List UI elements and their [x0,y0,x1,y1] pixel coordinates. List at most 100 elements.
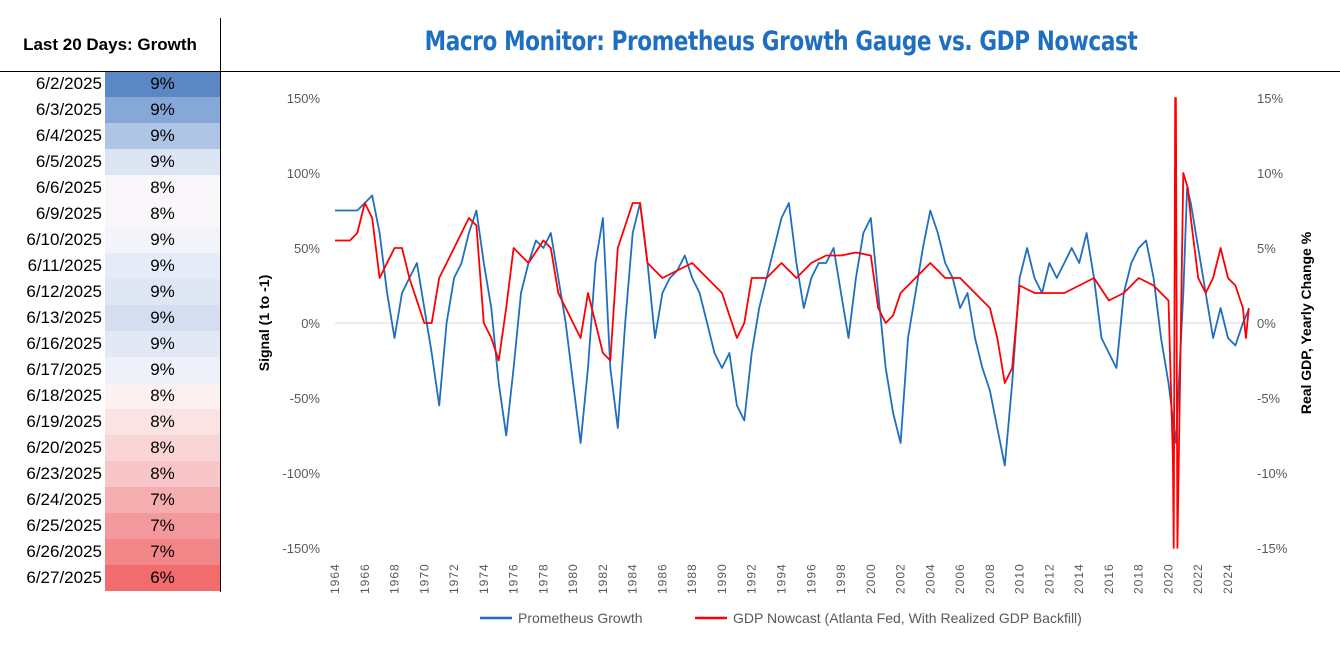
last-20-days-table: Last 20 Days: Growth 6/2/2025 9% 6/3/2025 9… [0,18,221,592]
row-date: 6/19/2025 [26,412,102,431]
table-row: 6/11/2025 9% [0,253,220,279]
x-tick-label: 1964 [328,563,342,594]
row-date: 6/5/2025 [35,152,102,171]
row-date: 6/13/2025 [26,308,102,327]
x-tick-label: 1988 [685,563,699,594]
table-row: 6/5/2025 9% [0,149,220,175]
x-tick-label: 1978 [536,563,550,594]
table-row: 6/13/2025 9% [0,305,220,331]
x-tick-label: 2008 [983,563,997,594]
legend-label-gdp-nowcast: GDP Nowcast (Atlanta Fed, With Realized … [733,610,1082,626]
table-header: Last 20 Days: Growth [23,34,197,54]
y2-tick-label: -5% [1257,391,1281,406]
y-axis-label: Signal (1 to -1) [256,275,272,371]
chart-title: Macro Monitor: Prometheus Growth Gauge v… [424,26,1138,57]
row-growth-value: 8% [105,409,220,435]
row-growth-value: 8% [105,383,220,409]
x-tick-label: 1994 [775,563,789,594]
x-tick-label: 1990 [715,563,729,594]
row-growth-value: 9% [105,227,220,253]
gdp-nowcast-line [335,97,1250,549]
row-date: 6/26/2025 [26,542,102,561]
x-tick-label: 1986 [655,563,669,594]
x-tick-label: 2014 [1072,563,1086,594]
x-tick-label: 1974 [477,563,491,594]
row-date: 6/10/2025 [26,230,102,249]
table-row: 6/3/2025 9% [0,97,220,123]
x-tick-label: 2002 [894,563,908,594]
y-tick-label: 100% [287,166,321,181]
row-date: 6/18/2025 [26,386,102,405]
x-tick-label: 2000 [864,563,878,594]
row-date: 6/4/2025 [35,126,102,145]
x-tick-label: 1992 [745,563,759,594]
y2-tick-label: 5% [1257,241,1276,256]
table-row: 6/18/2025 8% [0,383,220,409]
y2-tick-label: -15% [1257,541,1288,556]
row-date: 6/9/2025 [35,204,102,223]
legend-label-prometheus-growth: Prometheus Growth [518,610,643,626]
row-growth-value: 8% [105,201,220,227]
x-tick-label: 2024 [1221,563,1235,594]
row-date: 6/23/2025 [26,464,102,483]
x-tick-label: 2006 [953,563,967,594]
table-row: 6/10/2025 9% [0,227,220,253]
x-tick-label: 2022 [1191,563,1205,594]
table-row: 6/9/2025 8% [0,201,220,227]
x-tick-label: 2016 [1102,563,1116,594]
row-growth-value: 9% [105,97,220,123]
y-tick-label: 150% [287,91,321,106]
x-tick-label: 1970 [417,563,431,594]
table-row: 6/16/2025 9% [0,331,220,357]
row-date: 6/16/2025 [26,334,102,353]
x-tick-label: 1966 [358,563,372,594]
row-growth-value: 7% [105,539,220,565]
x-tick-label: 1980 [566,563,580,594]
row-growth-value: 8% [105,435,220,461]
row-date: 6/6/2025 [35,178,102,197]
row-growth-value: 9% [105,71,220,97]
y2-tick-label: 0% [1257,316,1276,331]
y2-axis-label: Real GDP, Yearly Change % [1298,231,1314,414]
table-row: 6/27/2025 6% [0,565,220,591]
y2-tick-label: 10% [1257,166,1283,181]
row-growth-value: 7% [105,487,220,513]
table-row: 6/6/2025 8% [0,175,220,201]
y-tick-label: 0% [301,316,320,331]
table-row: 6/26/2025 7% [0,539,220,565]
row-growth-value: 9% [105,279,220,305]
row-growth-value: 9% [105,305,220,331]
table-row: 6/2/2025 9% [0,71,220,97]
row-date: 6/12/2025 [26,282,102,301]
x-tick-label: 2020 [1161,563,1175,594]
row-date: 6/3/2025 [35,100,102,119]
x-tick-label: 2012 [1042,563,1056,594]
row-date: 6/2/2025 [35,74,102,93]
row-growth-value: 9% [105,331,220,357]
table-row: 6/17/2025 9% [0,357,220,383]
y-tick-label: -150% [282,541,320,556]
y2-tick-label: 15% [1257,91,1283,106]
row-growth-value: 8% [105,461,220,487]
table-row: 6/19/2025 8% [0,409,220,435]
row-date: 6/20/2025 [26,438,102,457]
row-growth-value: 9% [105,357,220,383]
prometheus-growth-line [335,187,1250,467]
table-row: 6/23/2025 8% [0,461,220,487]
x-tick-label: 1998 [834,563,848,594]
table-row: 6/12/2025 9% [0,279,220,305]
row-growth-value: 7% [105,513,220,539]
row-date: 6/17/2025 [26,360,102,379]
table-row: 6/4/2025 9% [0,123,220,149]
x-tick-label: 2010 [1013,563,1027,594]
x-tick-label: 1982 [596,563,610,594]
x-tick-label: 1976 [507,563,521,594]
row-growth-value: 9% [105,149,220,175]
table-row: 6/20/2025 8% [0,435,220,461]
y-tick-label: -100% [282,466,320,481]
table-row: 6/24/2025 7% [0,487,220,513]
header-divider [0,71,1340,72]
row-date: 6/24/2025 [26,490,102,509]
y-tick-label: -50% [290,391,321,406]
